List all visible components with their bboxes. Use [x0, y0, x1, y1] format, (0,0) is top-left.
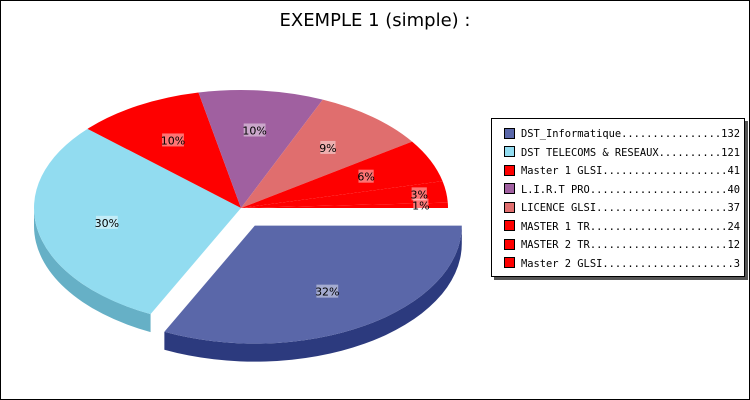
pie-label-licence-glsi: 9% — [319, 142, 336, 155]
legend-swatch — [504, 164, 515, 176]
chart-legend: DST_Informatique................132 DST T… — [491, 118, 745, 277]
pie-label-master-1-tr: 6% — [357, 171, 374, 184]
legend-item: DST_Informatique................132 — [504, 125, 740, 143]
pie-slice-licence-glsi — [241, 99, 413, 208]
pie-label-master-2-tr: 3% — [411, 188, 428, 201]
legend-item: Master 2 GLSI.....................3 — [504, 255, 740, 273]
legend-swatch — [504, 146, 515, 157]
pie-label-bg — [320, 140, 336, 154]
pie-label-bg — [243, 123, 266, 137]
pie-label-master-1-glsi: 10% — [161, 134, 185, 147]
legend-label: L.I.R.T PRO......................40 — [521, 183, 740, 196]
pie-slice-master-2-tr — [241, 181, 448, 208]
legend-label: LICENCE GLSI.....................37 — [521, 202, 740, 214]
pie-label-bg — [358, 169, 374, 183]
pie-slice-dst-telecoms-reseaux — [33, 128, 241, 315]
pie-slice-master-1-glsi — [87, 92, 241, 208]
legend-label: Master 1 GLSI....................41 — [521, 165, 740, 177]
legend-item: MASTER 1 TR......................24 — [504, 218, 740, 236]
legend-item: LICENCE GLSI.....................37 — [504, 199, 740, 217]
pie-label-dst-informatique: 32% — [315, 286, 339, 299]
pie-slice-dst-informatique — [164, 225, 462, 344]
pie-slice-master-1-tr — [241, 141, 443, 208]
legend-swatch — [504, 201, 515, 213]
legend-label: DST_Informatique................132 — [521, 128, 740, 140]
legend-label: DST TELECOMS & RESEAUX..........121 — [521, 146, 740, 159]
pie-label-bg — [95, 215, 118, 229]
pie-label-bg — [316, 284, 339, 298]
legend-label: MASTER 1 TR......................24 — [521, 220, 740, 233]
pie-slice-side-dst-telecoms-reseaux — [34, 208, 151, 333]
legend-item: MASTER 2 TR......................12 — [504, 236, 740, 254]
legend-swatch — [504, 238, 515, 250]
legend-swatch — [504, 183, 515, 194]
pie-slice-side-dst-informatique — [164, 225, 462, 362]
legend-swatch — [504, 220, 515, 231]
legend-swatch — [504, 127, 515, 139]
legend-swatch — [504, 257, 515, 268]
legend-label: Master 2 GLSI.....................3 — [521, 257, 740, 270]
legend-item: L.I.R.T PRO......................40 — [504, 181, 740, 199]
legend-item: Master 1 GLSI....................41 — [504, 162, 740, 180]
pie-label-bg — [413, 198, 429, 212]
pie-label-bg — [411, 187, 427, 201]
legend-item: DST TELECOMS & RESEAUX..........121 — [504, 144, 740, 162]
pie-label-bg — [162, 133, 184, 147]
chart-title: EXEMPLE 1 (simple) : — [279, 10, 471, 31]
pie-slice-l-i-r-t-pro — [198, 90, 323, 208]
legend-label: MASTER 2 TR......................12 — [521, 239, 740, 251]
pie-slice-master-2-glsi — [241, 202, 448, 208]
pie-label-master-2-glsi: 1% — [412, 200, 429, 213]
pie-label-l-i-r-t-pro: 10% — [242, 125, 266, 138]
pie-label-dst-telecoms-reseaux: 30% — [95, 217, 119, 230]
